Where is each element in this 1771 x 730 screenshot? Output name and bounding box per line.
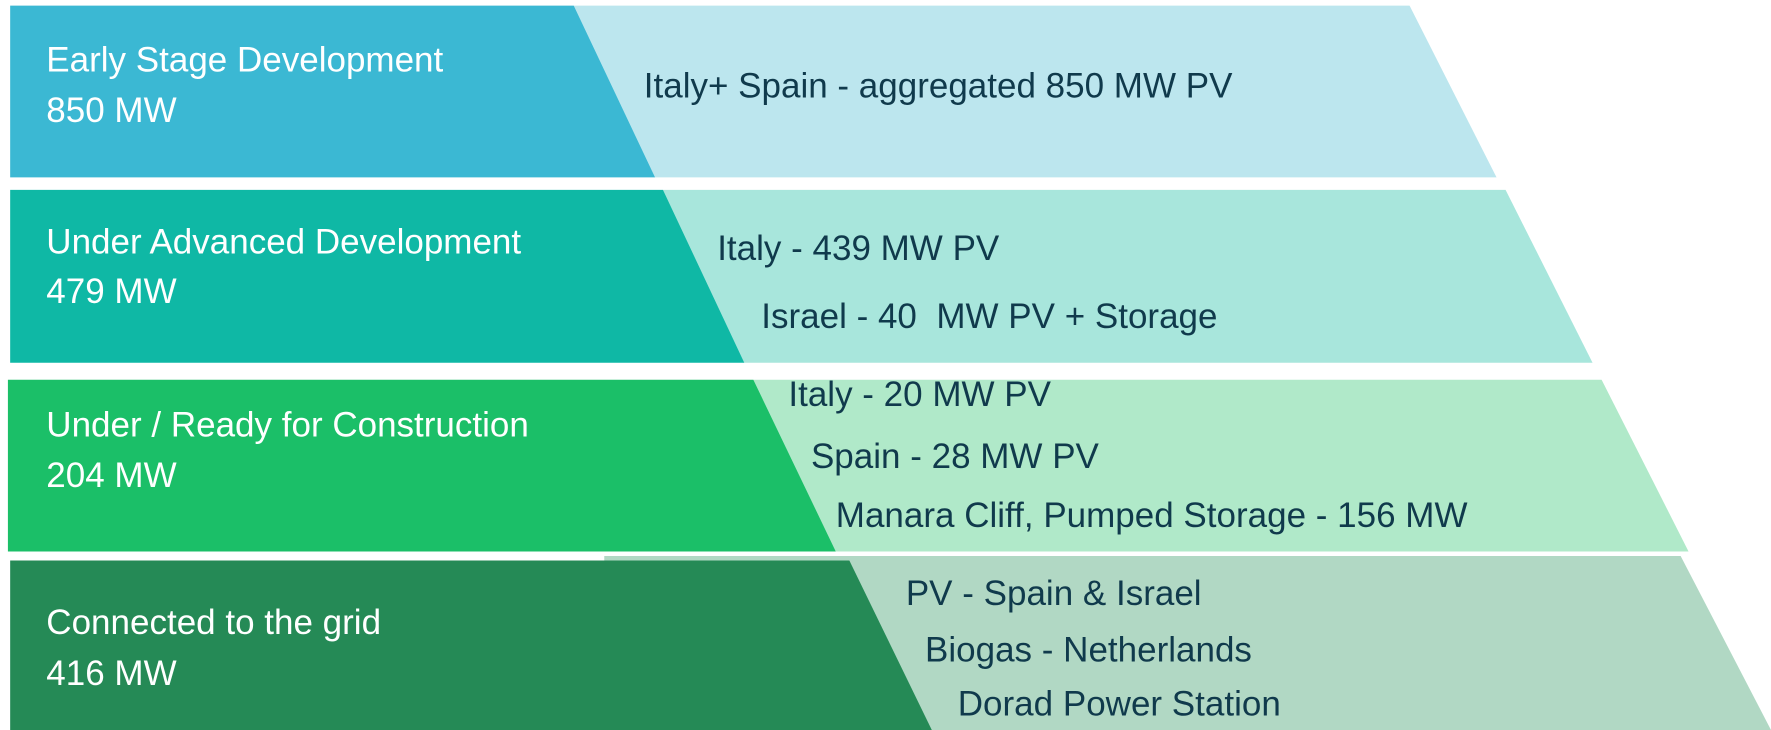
stage-item: Italy - 439 MW PV — [717, 229, 1000, 268]
stage-amount: 850 MW — [46, 91, 176, 130]
stage-amount: 416 MW — [46, 654, 176, 693]
stage-item: Biogas - Netherlands — [925, 630, 1252, 669]
stage-amount: 479 MW — [46, 272, 176, 311]
stage-band — [662, 189, 1593, 363]
stage-title: Early Stage Development — [46, 40, 443, 79]
stage-item: Italy - 20 MW PV — [788, 375, 1051, 414]
stage-block — [7, 379, 836, 552]
stage-item: Italy+ Spain - aggregated 850 MW PV — [644, 66, 1233, 105]
stage-item: Israel - 40 MW PV + Storage — [761, 297, 1217, 336]
stage-title: Connected to the grid — [46, 603, 381, 642]
stage-band — [573, 5, 1497, 178]
stage-amount: 204 MW — [46, 456, 176, 495]
stage-title: Under Advanced Development — [46, 222, 521, 261]
stage-block — [10, 189, 745, 363]
stage-item: Manara Cliff, Pumped Storage - 156 MW — [836, 496, 1468, 535]
stage-band — [753, 379, 1689, 552]
stage-item: PV - Spain & Israel — [906, 574, 1202, 613]
stage-item: Spain - 28 MW PV — [811, 437, 1100, 476]
stage-item: Dorad Power Station — [958, 685, 1281, 724]
stage-block — [10, 560, 932, 730]
stage-block — [10, 5, 656, 178]
stage-title: Under / Ready for Construction — [46, 405, 529, 444]
